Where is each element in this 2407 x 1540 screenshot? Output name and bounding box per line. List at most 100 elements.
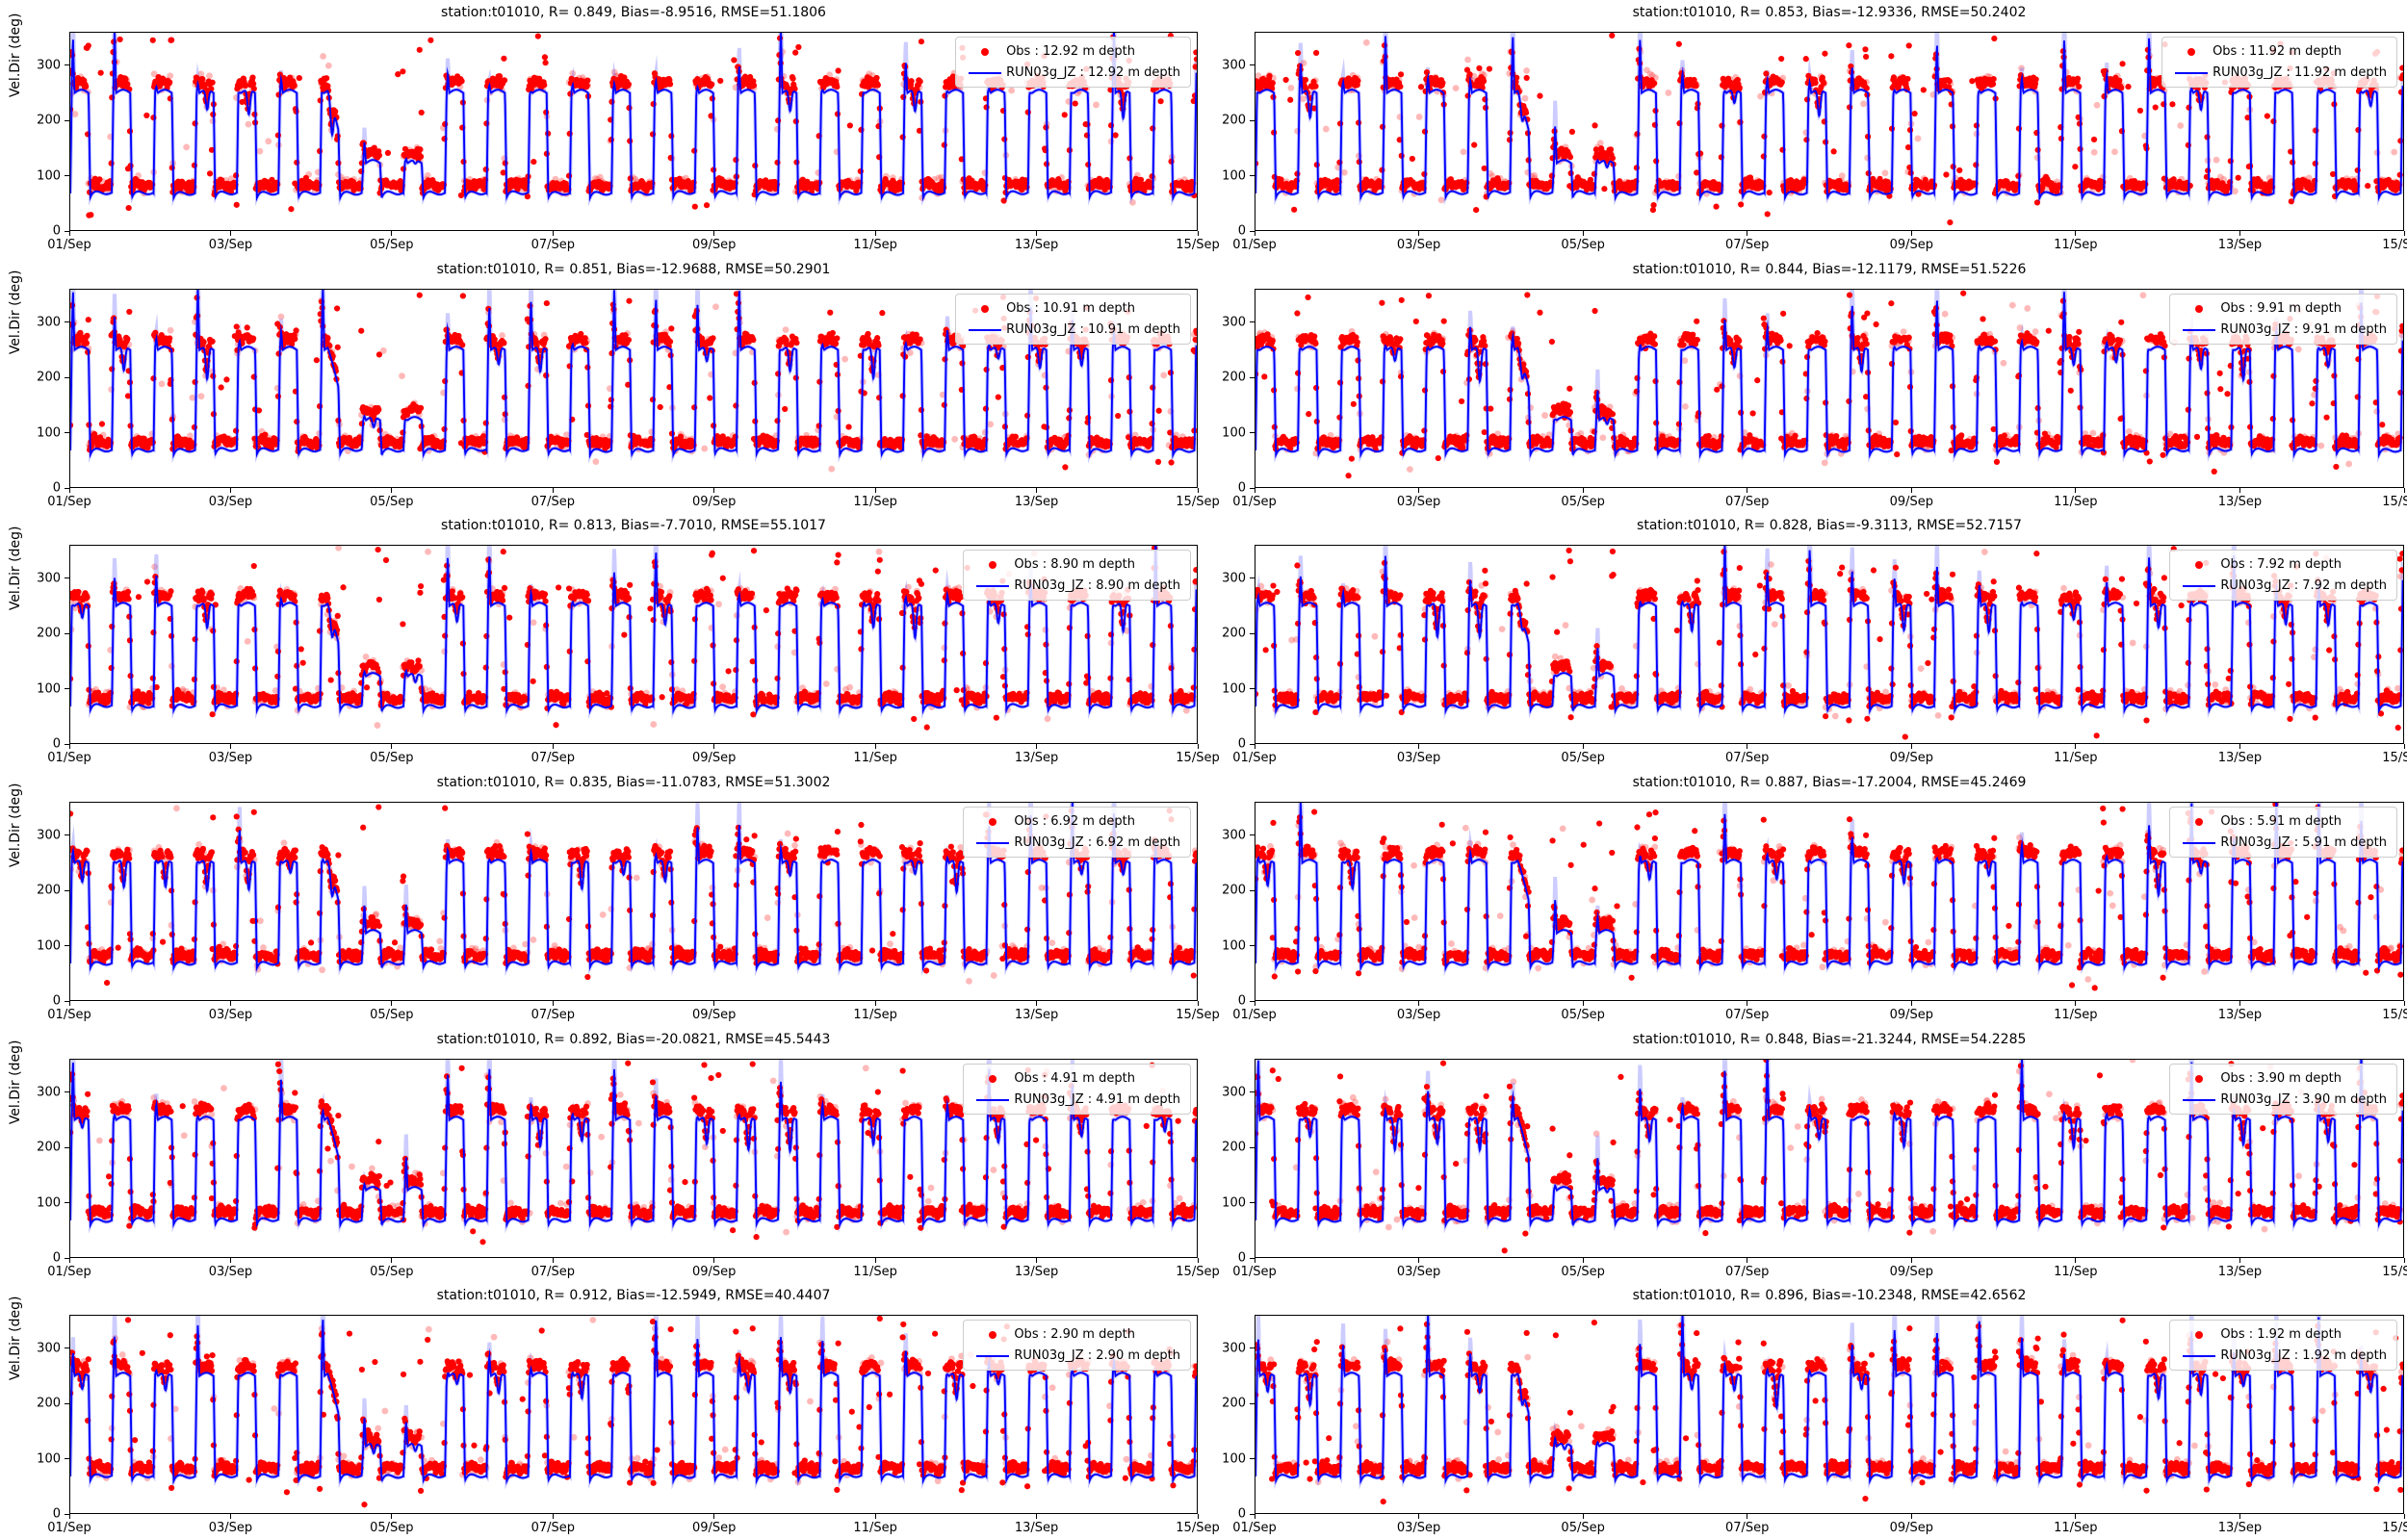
y-tick-mark — [1250, 632, 1255, 634]
x-tick-label: 03/Sep — [208, 238, 253, 252]
x-tick-mark — [2239, 1258, 2240, 1263]
x-tick-label: 05/Sep — [370, 751, 414, 765]
subplot-panel: station:t01010, R= 0.887, Bias=-17.2004,… — [1204, 770, 2407, 1027]
y-tick-mark — [1250, 376, 1255, 378]
x-tick-label: 11/Sep — [853, 1265, 897, 1279]
y-axis-label: Vel.Dir (deg) — [8, 526, 23, 610]
x-tick-label: 01/Sep — [1232, 1008, 1277, 1022]
x-tick-label: 05/Sep — [370, 238, 414, 252]
model-line-icon — [971, 1098, 1014, 1101]
x-tick-label: 03/Sep — [208, 1265, 253, 1279]
x-tick-mark — [391, 744, 393, 749]
x-tick-mark — [2239, 1514, 2240, 1519]
legend-row-obs: Obs : 5.91 m depth — [2178, 812, 2387, 831]
obs-marker-icon — [2178, 560, 2220, 569]
model-line-icon — [2178, 1354, 2220, 1357]
x-tick-label: 15/Sep — [2382, 1008, 2407, 1022]
x-tick-mark — [1197, 744, 1199, 749]
y-axis-label: Vel.Dir (deg) — [8, 1040, 23, 1124]
obs-marker-icon — [2178, 1330, 2220, 1339]
model-line-icon — [2178, 1098, 2220, 1101]
x-tick-label: 09/Sep — [1889, 1521, 1933, 1535]
x-tick-mark — [2075, 1001, 2077, 1006]
legend-row-model: RUN03g_JZ : 9.91 m depth — [2178, 321, 2387, 339]
x-tick-label: 09/Sep — [1889, 751, 1933, 765]
x-tick-label: 03/Sep — [208, 1008, 253, 1022]
x-tick-label: 13/Sep — [1014, 1008, 1059, 1022]
x-tick-mark — [2075, 1258, 2077, 1263]
x-tick-mark — [2403, 1001, 2405, 1006]
x-tick-mark — [1036, 744, 1038, 749]
x-tick-label: 01/Sep — [47, 1008, 91, 1022]
x-tick-label: 11/Sep — [2054, 1008, 2098, 1022]
x-tick-mark — [229, 488, 231, 493]
x-tick-mark — [1197, 1514, 1199, 1519]
model-line-icon — [2178, 584, 2220, 587]
x-tick-label: 15/Sep — [1176, 1521, 1220, 1535]
model-line-icon — [971, 1354, 1014, 1357]
x-tick-mark — [1582, 1514, 1584, 1519]
x-tick-label: 09/Sep — [1889, 1008, 1933, 1022]
x-tick-mark — [1418, 231, 1420, 236]
y-tick-mark — [65, 1458, 69, 1459]
y-tick-mark — [65, 119, 69, 121]
legend-model-label: RUN03g_JZ : 8.90 m depth — [1014, 578, 1180, 593]
plot-area: Obs : 7.92 m depth RUN03g_JZ : 7.92 m de… — [1255, 545, 2404, 744]
x-tick-mark — [1036, 1001, 1038, 1006]
legend: Obs : 4.91 m depth RUN03g_JZ : 4.91 m de… — [963, 1064, 1191, 1115]
legend-row-model: RUN03g_JZ : 4.91 m depth — [971, 1091, 1180, 1109]
y-tick-label: 300 — [37, 1341, 61, 1355]
obs-marker-icon — [2178, 304, 2220, 313]
x-tick-mark — [874, 744, 876, 749]
y-tick-label: 0 — [1237, 993, 1246, 1009]
x-tick-label: 13/Sep — [1014, 1265, 1059, 1279]
y-tick-label: 300 — [1222, 1341, 1246, 1355]
x-tick-label: 03/Sep — [208, 495, 253, 509]
x-tick-label: 15/Sep — [1176, 1008, 1220, 1022]
x-tick-mark — [1910, 744, 1912, 749]
legend-obs-label: Obs : 8.90 m depth — [1014, 557, 1135, 572]
plot-area: Obs : 12.92 m depth RUN03g_JZ : 12.92 m … — [69, 32, 1198, 231]
y-tick-mark — [1250, 230, 1255, 232]
x-tick-mark — [713, 231, 715, 236]
x-tick-label: 05/Sep — [370, 1008, 414, 1022]
x-tick-mark — [1036, 231, 1038, 236]
x-tick-label: 13/Sep — [2217, 751, 2263, 765]
x-tick-label: 09/Sep — [691, 1008, 737, 1022]
y-tick-mark — [65, 376, 69, 378]
x-tick-mark — [2239, 1001, 2240, 1006]
y-tick-label: 300 — [1222, 828, 1246, 842]
x-tick-mark — [1582, 231, 1584, 236]
y-tick-mark — [1250, 834, 1255, 835]
y-tick-label: 100 — [37, 168, 61, 183]
x-tick-mark — [229, 1001, 231, 1006]
subplot-panel: station:t01010, R= 0.896, Bias=-10.2348,… — [1204, 1283, 2407, 1540]
y-tick-mark — [65, 1257, 69, 1259]
legend-model-label: RUN03g_JZ : 2.90 m depth — [1014, 1348, 1180, 1363]
y-tick-mark — [1250, 945, 1255, 946]
legend-row-obs: Obs : 9.91 m depth — [2178, 299, 2387, 318]
subplot-panel: station:t01010, R= 0.892, Bias=-20.0821,… — [0, 1027, 1220, 1284]
y-tick-mark — [1250, 743, 1255, 745]
obs-marker-icon — [964, 47, 1006, 56]
y-tick-label: 200 — [1222, 1396, 1246, 1411]
x-tick-label: 05/Sep — [1561, 1008, 1605, 1022]
y-tick-mark — [65, 688, 69, 689]
y-tick-label: 200 — [37, 1140, 61, 1155]
x-tick-mark — [68, 1001, 70, 1006]
x-tick-mark — [552, 231, 554, 236]
x-tick-label: 07/Sep — [1724, 1008, 1770, 1022]
y-tick-label: 0 — [1237, 480, 1246, 496]
y-tick-label: 200 — [1222, 1140, 1246, 1155]
x-tick-mark — [2075, 1514, 2077, 1519]
x-tick-label: 13/Sep — [1014, 1521, 1059, 1535]
plot-area: Obs : 2.90 m depth RUN03g_JZ : 2.90 m de… — [69, 1315, 1198, 1514]
legend-model-label: RUN03g_JZ : 5.91 m depth — [2220, 835, 2387, 850]
subplot-panel: station:t01010, R= 0.853, Bias=-12.9336,… — [1204, 0, 2407, 257]
x-tick-label: 15/Sep — [1176, 238, 1220, 252]
x-tick-label: 07/Sep — [531, 1265, 575, 1279]
x-tick-label: 11/Sep — [853, 1008, 897, 1022]
x-tick-mark — [552, 744, 554, 749]
legend: Obs : 3.90 m depth RUN03g_JZ : 3.90 m de… — [2169, 1064, 2397, 1115]
legend-row-model: RUN03g_JZ : 11.92 m depth — [2170, 64, 2387, 82]
